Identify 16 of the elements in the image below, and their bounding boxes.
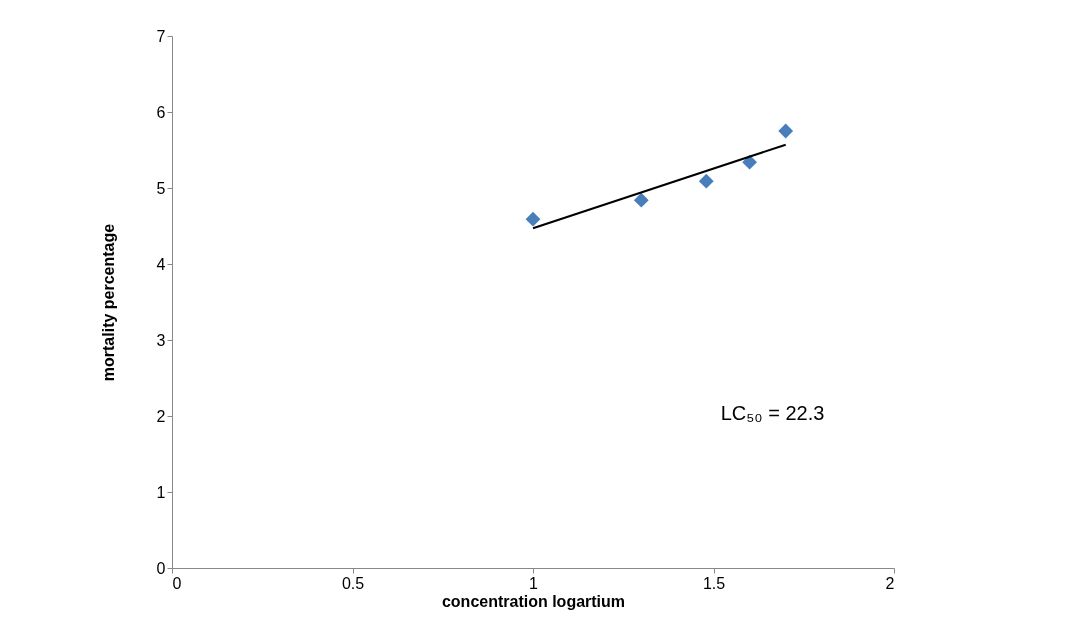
y-tick-label: 7 (156, 27, 166, 45)
y-tick-label: 4 (156, 255, 166, 273)
x-tick-label: 0 (172, 574, 182, 592)
x-axis-title: concentration logartium (441, 592, 626, 610)
annotation: LC₅₀ = 22.3 (720, 401, 825, 424)
x-tick-label: 1.5 (702, 574, 726, 592)
y-tick-label: 6 (156, 103, 166, 121)
y-tick-label: 5 (156, 179, 166, 197)
x-tick-label: 0.5 (341, 574, 365, 592)
y-tick-label: 1 (156, 483, 166, 501)
y-tick-label: 2 (156, 407, 166, 425)
y-tick-label: 3 (156, 331, 166, 349)
x-tick-label: 1 (529, 574, 539, 592)
x-tick-label: 2 (885, 574, 895, 592)
y-tick-label: 0 (156, 559, 166, 577)
y-axis-title: mortality percentage (99, 223, 117, 382)
